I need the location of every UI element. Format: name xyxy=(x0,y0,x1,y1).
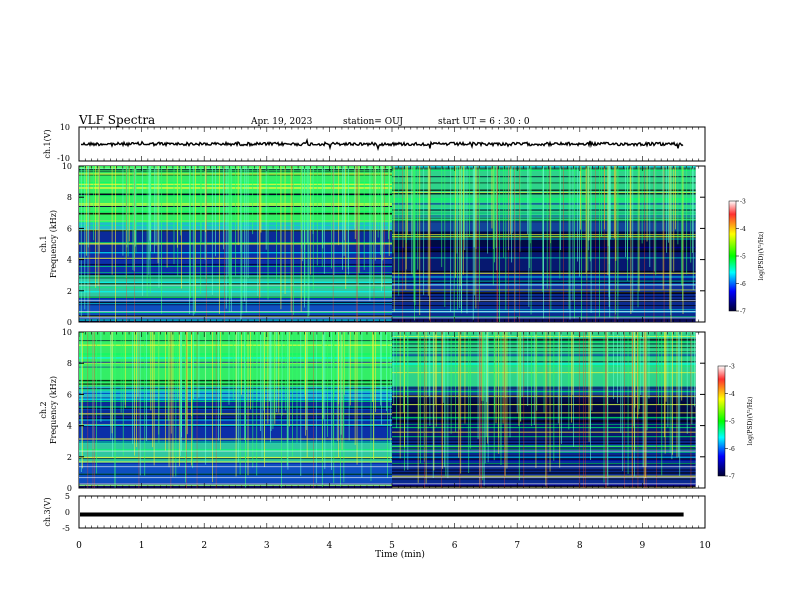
colorbar-ch2-tick: -4 xyxy=(729,391,735,398)
colorbar-ch1-tick: -3 xyxy=(740,199,746,206)
ch2-spectrogram-image xyxy=(79,332,696,488)
x-axis-ticks xyxy=(78,127,706,528)
ch3-ytick-bottom: -5 xyxy=(62,524,70,533)
x-axis-tick-labels: 0 1 2 3 4 5 6 7 8 9 10 xyxy=(76,541,711,551)
ch2-spectrogram-ytick: 4 xyxy=(67,422,72,431)
panel-ch2-spectrogram: 0 2 4 6 8 10 ch.2 Frequency (kHz) xyxy=(39,328,706,493)
ch1-spectrogram-ytick: 8 xyxy=(67,193,72,202)
ch2-spectrogram-ylabel-channel: ch.2 xyxy=(39,401,48,418)
colorbar-ch2-tick: -3 xyxy=(729,364,735,371)
colorbar-ch2: -3 -4 -5 -6 -7 log(PSD)(V²/Hz) xyxy=(717,364,754,481)
ch1-spectrogram-ytick: 4 xyxy=(67,256,72,265)
colorbar-ch1-label: log(PSD)(V²/Hz) xyxy=(758,232,765,281)
x-axis-label: Time (min) xyxy=(375,549,425,560)
ch2-spectrogram-ytick: 8 xyxy=(67,359,72,368)
colorbar-ch2-tick: -6 xyxy=(729,446,735,453)
panel-ch1-spectrogram: 0 2 4 6 8 10 ch.1 Frequency (kHz) xyxy=(39,162,706,327)
colorbar-ch1: -3 -4 -5 -6 -7 log(PSD)(V²/Hz) xyxy=(728,199,765,316)
x-tick-label: 6 xyxy=(452,541,458,551)
ch1-spectrogram-ylabel-freq: Frequency (kHz) xyxy=(49,210,58,278)
x-tick-label: 7 xyxy=(514,541,520,551)
figure-title: VLF Spectra xyxy=(78,113,155,127)
x-tick-label: 1 xyxy=(139,541,145,551)
station-label: station= OUJ xyxy=(343,117,403,127)
x-tick-label: 0 xyxy=(76,541,82,551)
colorbar-ch1-tick: -7 xyxy=(740,309,746,316)
ch1-spectrogram-ytick: 0 xyxy=(67,318,72,327)
ch1-ytick-top: 10 xyxy=(60,123,70,132)
colorbar-ch2-label: log(PSD)(V²/Hz) xyxy=(747,397,754,446)
ch1-spectrogram-image xyxy=(79,166,696,323)
colorbar-ch1-tick: -6 xyxy=(740,281,746,288)
colorbar-ch1-tick: -4 xyxy=(740,226,746,233)
panel-ch1-waveform: 10 -10 ch.1(V) xyxy=(43,123,706,163)
ch2-spectrogram-ytick: 2 xyxy=(67,453,72,462)
x-tick-label: 5 xyxy=(389,541,395,551)
x-tick-label: 3 xyxy=(264,541,270,551)
ch1-spectrogram-ytick: 2 xyxy=(67,287,72,296)
ch3-ytick-top: 5 xyxy=(65,492,70,501)
ch1-waveform-ylabel: ch.1(V) xyxy=(43,129,52,158)
ch1-waveform-line xyxy=(80,137,684,152)
x-tick-label: 9 xyxy=(640,541,646,551)
x-tick-label: 10 xyxy=(699,541,711,551)
ch3-waveform-ylabel: ch.3(V) xyxy=(43,497,52,526)
x-tick-label: 4 xyxy=(327,541,333,551)
ch2-spectrogram-ytick: 10 xyxy=(62,328,72,337)
ch2-spectrogram-ytick: 0 xyxy=(67,484,72,493)
date-label: Apr. 19, 2023 xyxy=(250,117,313,127)
x-tick-label: 8 xyxy=(577,541,583,551)
x-tick-label: 2 xyxy=(201,541,207,551)
ch3-ytick-mid: 0 xyxy=(65,508,70,517)
colorbar-ch1-tick: -5 xyxy=(740,254,746,261)
panel-ch3-waveform: 5 0 -5 ch.3(V) xyxy=(43,492,706,533)
ch1-spectrogram-ytick: 6 xyxy=(67,224,72,233)
ch2-spectrogram-ylabel-freq: Frequency (kHz) xyxy=(49,376,58,444)
ch2-spectrogram-ytick: 6 xyxy=(67,390,72,399)
ch1-ytick-bottom: -10 xyxy=(57,154,70,163)
colorbar-ch2-tick: -5 xyxy=(729,419,735,426)
ch1-spectrogram-ylabel-channel: ch.1 xyxy=(39,235,48,252)
colorbar-ch2-tick: -7 xyxy=(729,474,735,481)
ch1-spectrogram-ytick: 10 xyxy=(62,162,72,171)
start-time-label: start UT = 6 : 30 : 0 xyxy=(438,117,530,127)
